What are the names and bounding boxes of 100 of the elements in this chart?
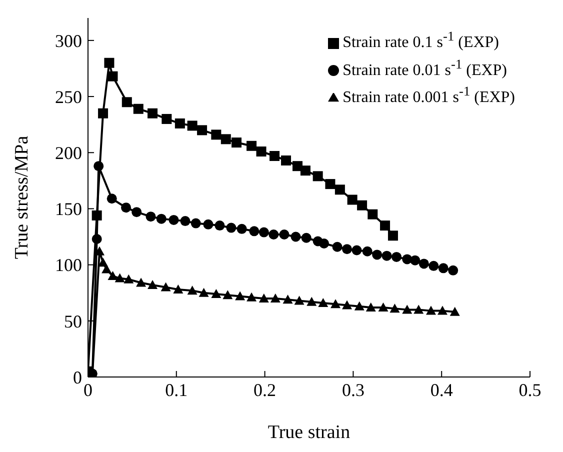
point [124, 274, 134, 284]
point [378, 302, 388, 312]
point [180, 216, 190, 226]
point [332, 242, 342, 252]
point [156, 214, 166, 224]
point [362, 246, 372, 256]
y-tick-label: 50 [64, 311, 82, 332]
point [258, 293, 269, 302]
point [173, 284, 184, 294]
point [146, 212, 156, 222]
point [380, 220, 390, 231]
point [222, 290, 233, 300]
point [382, 250, 392, 261]
x-tick-label: 0.5 [518, 380, 542, 400]
point [211, 288, 222, 298]
point [249, 226, 260, 236]
point [160, 282, 171, 292]
point [121, 202, 132, 213]
y-tick-label: 150 [55, 199, 82, 220]
point [98, 258, 108, 267]
point [258, 227, 269, 238]
point [319, 238, 330, 248]
point [148, 280, 158, 290]
point [94, 161, 104, 172]
point [108, 271, 118, 280]
point [294, 296, 304, 305]
x-tick-label: 0.1 [165, 380, 188, 400]
point [268, 230, 279, 240]
point [162, 114, 172, 124]
point [438, 263, 448, 274]
point [148, 108, 158, 118]
point [290, 232, 301, 242]
point [300, 166, 310, 176]
point [136, 278, 146, 287]
point [220, 134, 231, 144]
point [342, 300, 352, 310]
point [132, 207, 142, 218]
point [410, 255, 420, 266]
point [236, 224, 247, 234]
point [366, 302, 376, 312]
point [312, 171, 323, 182]
point [354, 301, 364, 310]
point [334, 184, 345, 195]
point [450, 306, 460, 316]
point [282, 294, 293, 304]
y-axis-title: True stress/MPa [12, 135, 33, 260]
point [448, 265, 458, 276]
point [92, 210, 102, 220]
point [402, 304, 412, 314]
point [426, 306, 436, 315]
point [418, 258, 429, 269]
point [357, 200, 368, 210]
point [214, 220, 225, 231]
point [352, 245, 362, 256]
point [318, 298, 328, 307]
point [368, 209, 378, 220]
x-tick-label: 0.4 [430, 380, 453, 400]
point [270, 150, 280, 161]
x-tick-label: 0.2 [254, 380, 276, 400]
point [168, 214, 179, 225]
y-tick-label: 0 [73, 367, 82, 388]
point [232, 138, 242, 148]
y-tick-label: 300 [55, 30, 82, 51]
point [372, 250, 382, 260]
point [437, 306, 448, 315]
point [203, 219, 214, 230]
point [235, 291, 246, 300]
point [187, 286, 198, 295]
point [198, 288, 209, 297]
point [270, 293, 280, 302]
point [106, 194, 117, 204]
point [414, 304, 424, 314]
point [390, 304, 400, 313]
point [246, 140, 257, 151]
point [392, 252, 402, 262]
y-tick-label: 200 [55, 143, 82, 164]
x-axis-title: True strain [268, 422, 351, 443]
point [190, 218, 201, 228]
point [122, 97, 132, 108]
point [306, 296, 317, 306]
legend-label: Strain rate 0.01 s$^{-1}$ (EXP) [342, 56, 507, 79]
y-tick-label: 250 [55, 86, 82, 107]
point [330, 299, 341, 308]
point [133, 104, 144, 114]
legend-label: Strain rate 0.001 s$^{-1}$ (EXP) [342, 84, 515, 106]
point [108, 71, 118, 82]
point [104, 58, 114, 68]
point [388, 230, 398, 241]
point [281, 155, 292, 166]
point [301, 232, 312, 243]
point [114, 273, 125, 282]
point [279, 230, 290, 240]
point [98, 108, 108, 118]
x-tick-label: 0.3 [342, 380, 364, 400]
point [342, 244, 352, 254]
point [325, 179, 336, 190]
y-tick-label: 100 [55, 255, 82, 276]
point [102, 264, 112, 274]
point [197, 125, 208, 136]
point [174, 118, 185, 128]
